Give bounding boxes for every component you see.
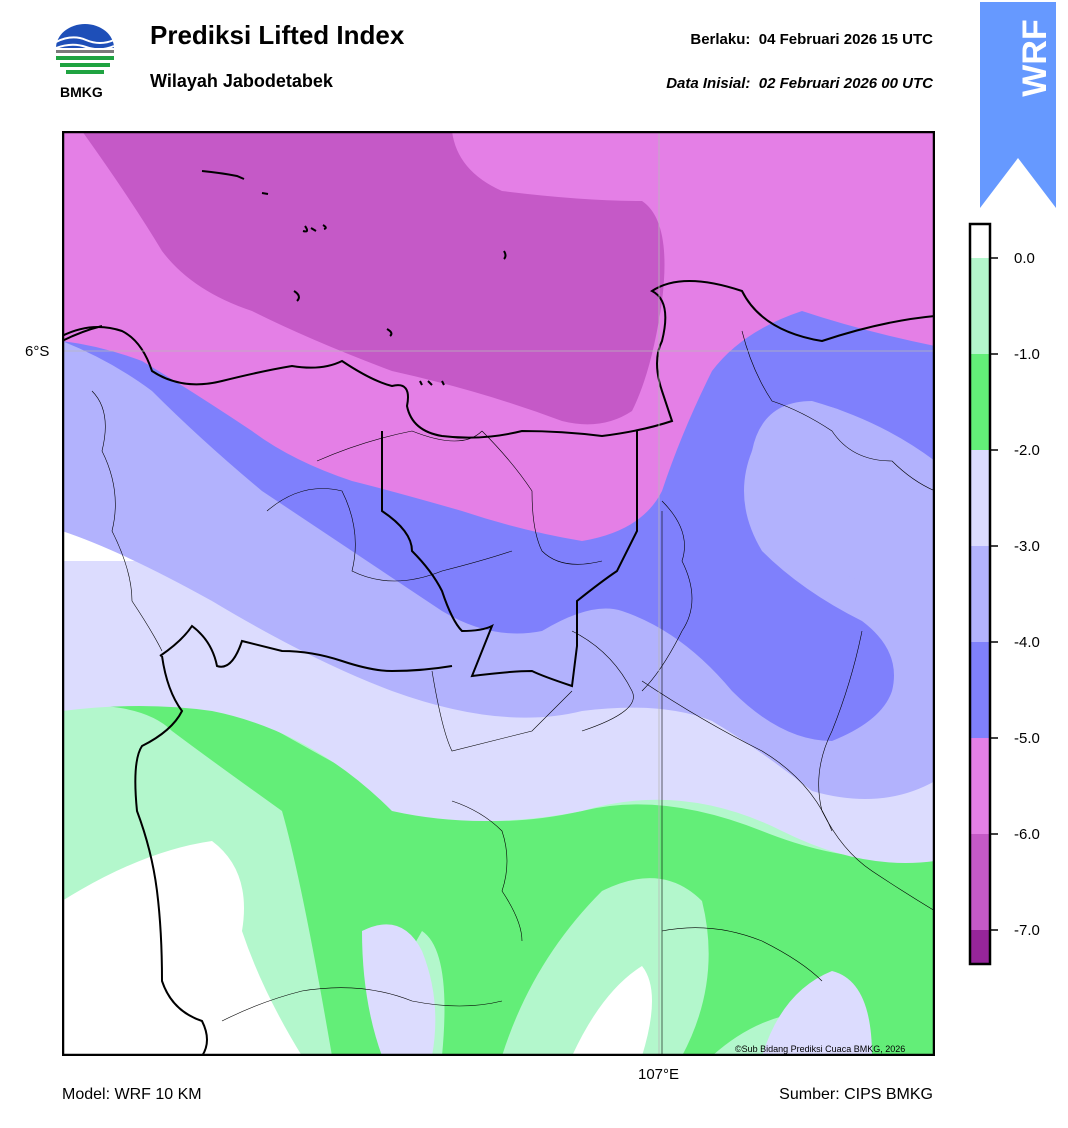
islands bbox=[201, 170, 507, 386]
colorbar-tick-7: -7.0 bbox=[1014, 922, 1040, 939]
colorbar-neg6-to-neg7 bbox=[970, 834, 990, 930]
colorbar-above-0 bbox=[970, 224, 990, 258]
colorbar-neg1-to-neg2 bbox=[970, 354, 990, 450]
model-label: Model: WRF 10 KM bbox=[62, 1086, 202, 1103]
admin-boundaries bbox=[91, 330, 935, 1056]
copyright-text: ©Sub Bidang Prediksi Cuaca BMKG, 2026 bbox=[735, 1044, 906, 1054]
wrf-badge-text: WRF bbox=[1016, 19, 1054, 96]
colorbar-neg3-to-neg4 bbox=[970, 546, 990, 642]
colorbar-tick-1: -1.0 bbox=[1014, 346, 1040, 363]
colorbar-neg4-to-neg5 bbox=[970, 642, 990, 738]
li-band-neg3-pocket-east bbox=[748, 401, 935, 595]
colorbar-neg5-to-neg6 bbox=[970, 738, 990, 834]
li-band-above-0-sw bbox=[62, 841, 302, 1056]
bmkg-logo-icon bbox=[55, 24, 115, 74]
colorbar-frame bbox=[968, 222, 992, 966]
li-band-above-0-s bbox=[572, 966, 652, 1056]
logo-text: BMKG bbox=[60, 84, 103, 100]
valid-label: Berlaku: bbox=[690, 31, 751, 48]
li-band-neg1-to-neg2 bbox=[62, 691, 935, 1056]
li-band-neg2-pocket-se bbox=[762, 971, 872, 1056]
valid-value: 04 Februari 2026 15 UTC bbox=[758, 31, 933, 48]
page-title: Prediksi Lifted Index bbox=[150, 20, 405, 50]
region-subtitle: Wilayah Jabodetabek bbox=[150, 71, 333, 91]
init-label: Data Inisial: bbox=[666, 75, 751, 92]
lat-tick-label: 6°S bbox=[25, 343, 50, 360]
source-label: Sumber: CIPS BMKG bbox=[779, 1086, 933, 1103]
colorbar-tick-2: -2.0 bbox=[1014, 442, 1040, 459]
colorbar-below-neg7 bbox=[970, 930, 990, 964]
wrf-badge: WRF bbox=[980, 2, 1056, 208]
valid-time: Berlaku: 04 Februari 2026 15 UTC bbox=[690, 31, 933, 48]
init-value: 02 Februari 2026 00 UTC bbox=[758, 75, 933, 92]
colorbar bbox=[968, 222, 998, 966]
init-time: Data Inisial: 02 Februari 2026 00 UTC bbox=[666, 75, 933, 92]
lon-tick-label: 107°E bbox=[638, 1066, 680, 1083]
colorbar-tick-4: -4.0 bbox=[1014, 634, 1040, 651]
colorbar-tick-6: -6.0 bbox=[1014, 826, 1040, 843]
colorbar-neg2-to-neg3 bbox=[970, 450, 990, 546]
map-frame bbox=[62, 131, 935, 1056]
colorbar-0-to-neg1 bbox=[970, 258, 990, 354]
coastline-and-province-lines bbox=[62, 280, 935, 1056]
colorbar-tick-3: -3.0 bbox=[1014, 538, 1040, 555]
colorbar-tick-0: 0.0 bbox=[1014, 250, 1035, 267]
li-band-neg2-pocket bbox=[362, 924, 436, 1056]
colorbar-tick-5: -5.0 bbox=[1014, 730, 1040, 747]
lifted-index-map bbox=[62, 131, 935, 1056]
